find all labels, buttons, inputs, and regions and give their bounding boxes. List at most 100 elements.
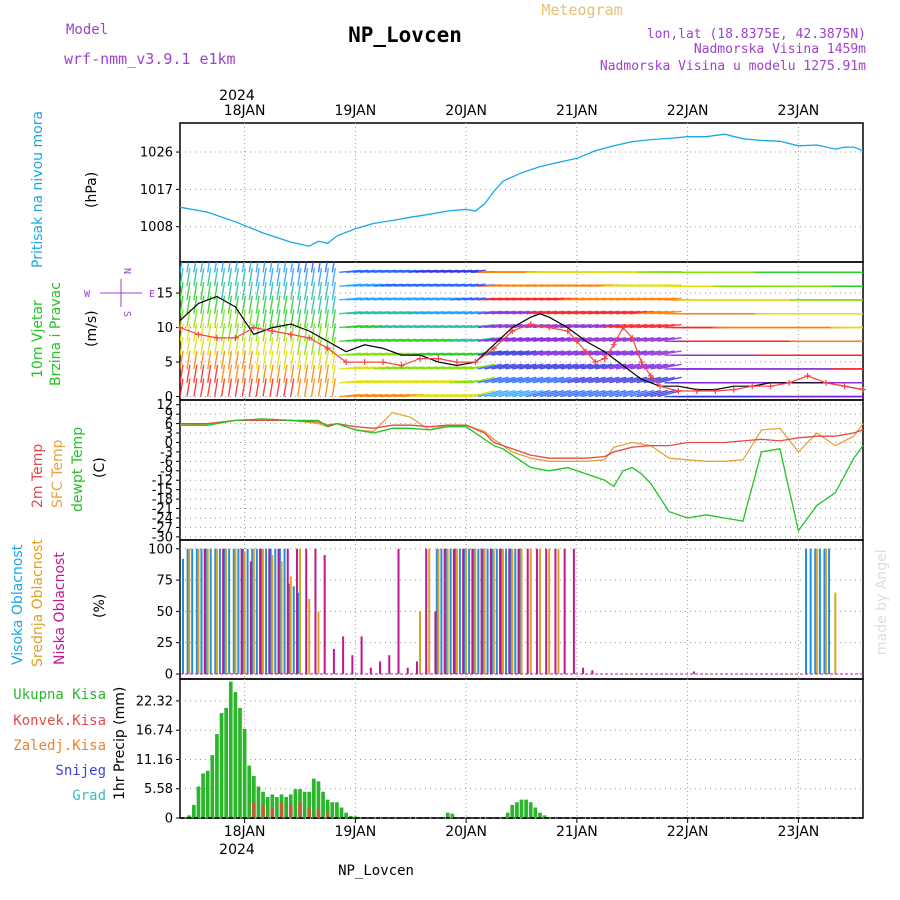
wind-arrow — [643, 337, 668, 343]
wind-arrow — [255, 337, 260, 356]
mid-cloud-bar — [446, 548, 449, 674]
wind-arrow — [200, 337, 205, 356]
bottom-day-label: 21JAN — [556, 824, 598, 840]
top-day-labels: 18JAN 19JAN 20JAN 21JAN 22JAN 23JAN — [224, 103, 820, 119]
top-day-label: 21JAN — [556, 103, 598, 119]
high-cloud-bar — [218, 548, 221, 674]
wind-arrow — [539, 376, 565, 384]
temp-ylabel-2: SFC Temp — [50, 439, 66, 508]
wind-gust-marker — [509, 328, 516, 334]
wind-arrow — [324, 337, 330, 356]
wind-gust-marker — [620, 324, 627, 331]
precip-total-bar — [528, 802, 533, 818]
wind-arrow — [220, 281, 226, 301]
wind-arrow — [560, 337, 585, 343]
wind-arrow — [484, 389, 509, 398]
wind-arrow — [650, 363, 675, 370]
wind-arrow — [269, 378, 274, 397]
precip-total-bar — [256, 786, 261, 818]
wind-arrow — [234, 350, 240, 370]
high-cloud-bar — [518, 548, 521, 674]
wind-arrow — [317, 281, 323, 301]
wind-gust-marker — [860, 386, 866, 393]
wind-arrow — [574, 389, 599, 398]
wind-arrow — [186, 281, 191, 301]
wind-arrow — [276, 378, 281, 397]
wind-arrow — [629, 323, 655, 329]
wind-arrow — [636, 337, 661, 343]
wind-arrow — [269, 364, 274, 383]
wind-arrow — [193, 268, 198, 287]
y-tick-label: 9 — [165, 408, 173, 423]
wind-arrow — [615, 389, 641, 398]
precip-total-bar — [524, 799, 528, 818]
high-cloud-bar — [283, 548, 286, 674]
altitude-text: Nadmorska Visina 1459m — [694, 42, 866, 57]
low-cloud-bar — [692, 671, 695, 674]
wind-arrow — [180, 364, 184, 383]
low-cloud-bar — [379, 661, 382, 674]
wind-arrow — [276, 337, 281, 356]
wind-arrow — [241, 295, 246, 314]
wind-arrow — [477, 363, 502, 370]
low-cloud-bar — [572, 548, 575, 674]
precip-convective-bar — [307, 807, 312, 818]
wind-arrow — [296, 364, 302, 383]
wind-arrow — [290, 268, 295, 287]
low-cloud-bar — [582, 667, 585, 674]
wind-arrow — [310, 281, 316, 301]
y-tick-label: -3 — [160, 445, 173, 460]
wind-arrow — [636, 363, 662, 370]
wind-arrow — [609, 350, 634, 356]
wind-arrow — [227, 281, 233, 301]
wind-gust-marker — [361, 359, 368, 366]
wind-arrow — [532, 363, 558, 370]
wind-gust-marker — [592, 359, 599, 366]
mid-cloud-bar — [529, 548, 532, 674]
wind-arrow — [463, 283, 486, 287]
wind-arrow — [525, 363, 551, 370]
wind-arrow — [269, 323, 274, 342]
wind-arrow — [283, 295, 288, 314]
high-cloud-bar — [200, 548, 203, 674]
footer-station: NP_Lovcen — [338, 863, 414, 879]
wind-arrow — [324, 364, 330, 383]
wind-gust-marker — [841, 383, 848, 390]
precip-convective-bar — [288, 804, 293, 818]
wind-gust-marker — [693, 388, 700, 395]
wind-arrow — [310, 350, 316, 370]
wind-gust-marker — [472, 359, 479, 366]
wind-gust-marker — [629, 334, 636, 341]
wind-arrow — [296, 378, 302, 397]
wind-arrow — [609, 363, 634, 370]
wind-arrow — [220, 295, 226, 314]
wind-arrow — [636, 323, 661, 329]
wind-arrow — [331, 281, 336, 301]
wind-arrow — [193, 350, 198, 370]
bottom-day-label: 19JAN — [334, 824, 376, 840]
cloud-unit: (%) — [92, 594, 108, 618]
wind-arrow — [296, 268, 302, 287]
low-cloud-bar — [517, 548, 520, 674]
mid-cloud-bar — [289, 576, 292, 674]
pressure-panel: 1008 1017 1026 — [140, 122, 864, 263]
y-tick-label: 1017 — [140, 183, 173, 198]
wind-arrow — [248, 281, 253, 301]
y-tick-label: 25 — [156, 636, 173, 651]
wind-arrow — [290, 262, 294, 273]
wind-arrow — [200, 281, 205, 301]
mid-cloud-bar — [548, 548, 551, 674]
high-cloud-bar — [491, 548, 494, 674]
wind-arrow — [296, 262, 301, 273]
wind-gust-marker — [269, 328, 276, 334]
mid-cloud-bar — [252, 548, 255, 674]
y-tick-label: -30 — [152, 530, 173, 545]
low-cloud-bar — [480, 548, 483, 674]
high-cloud-bar — [468, 548, 471, 674]
wind-arrow — [186, 337, 191, 356]
wind-arrow — [269, 350, 274, 370]
wind-arrow — [657, 310, 682, 315]
wind-arrow — [317, 262, 321, 273]
precip-total-bar — [233, 692, 238, 818]
wind-arrow — [290, 281, 295, 301]
